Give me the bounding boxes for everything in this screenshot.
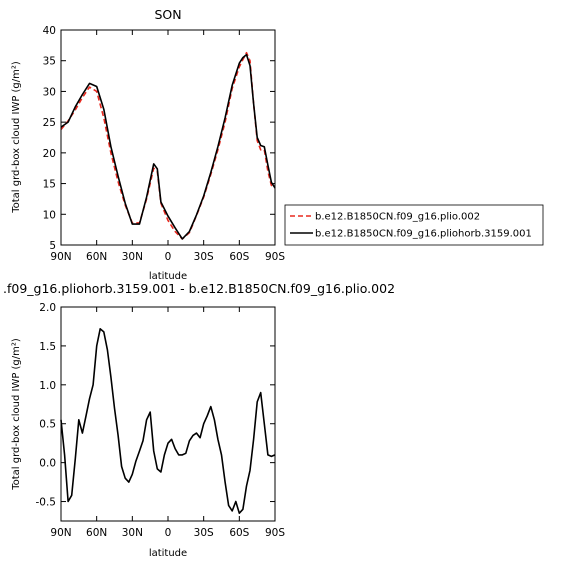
top-y-tick-label: 20 <box>43 148 56 160</box>
bottom-y-tick-label: 1.5 <box>39 341 56 353</box>
top-x-tick-label: 90N <box>50 251 71 263</box>
bottom-y-axis-label: Total grd-box cloud IWP (g/m²) <box>11 338 22 491</box>
top-series-line-1 <box>60 51 276 240</box>
top-x-tick-label: 60S <box>229 251 249 263</box>
bottom-x-tick-label: 90N <box>50 527 71 539</box>
top-y-tick-label: 15 <box>43 179 56 191</box>
top-series-line-2 <box>60 53 276 240</box>
top-plot-frame <box>60 29 276 246</box>
bottom-y-tick-label: 2.0 <box>39 302 56 314</box>
top-chart-title: SON <box>154 7 181 22</box>
bottom-series-line-1 <box>60 327 276 515</box>
top-y-tick-label: 25 <box>43 117 56 129</box>
bottom-x-axis-label: latitude <box>149 548 187 559</box>
legend-frame <box>284 204 544 246</box>
bottom-x-tick-label: 30N <box>122 527 143 539</box>
bottom-y-tick-label: 0.0 <box>39 458 56 470</box>
bottom-plot-frame <box>60 306 276 522</box>
top-x-tick-label: 90S <box>265 251 285 263</box>
top-x-tick-label: 0 <box>165 251 172 263</box>
top-y-axis-label: Total grd-box cloud IWP (g/m²) <box>11 61 22 214</box>
bottom-y-tick-label: -0.5 <box>36 497 57 509</box>
legend-label-plio: b.e12.B1850CN.f09_g16.plio.002 <box>315 212 480 223</box>
top-x-tick-label: 30N <box>122 251 143 263</box>
bottom-x-tick-label: 60S <box>229 527 249 539</box>
bottom-y-tick-label: 1.0 <box>39 380 56 392</box>
top-x-tick-label: 30S <box>194 251 214 263</box>
bottom-x-tick-label: 30S <box>194 527 214 539</box>
bottom-chart-title: .f09_g16.pliohorb.3159.001 - b.e12.B1850… <box>3 281 395 296</box>
bottom-x-tick-label: 0 <box>165 527 172 539</box>
bottom-x-tick-label: 60N <box>86 527 107 539</box>
top-chart-panel: SON 90N 60N 30N 0 30S 60S 90S 5 10 15 20 25 30 35 40 l… <box>11 7 285 282</box>
top-y-tick-label: 30 <box>43 86 56 98</box>
legend-label-pliohorb: b.e12.B1850CN.f09_g16.pliohorb.3159.001 <box>315 229 532 240</box>
legend: b.e12.B1850CN.f09_g16.plio.002 b.e12.B18… <box>284 204 544 246</box>
top-y-tick-label: 35 <box>43 56 56 68</box>
bottom-y-tick-label: 0.5 <box>39 419 56 431</box>
bottom-chart-panel: .f09_g16.pliohorb.3159.001 - b.e12.B1850… <box>3 281 395 559</box>
top-y-tick-label: 10 <box>43 209 56 221</box>
top-y-tick-label: 40 <box>43 25 56 37</box>
top-x-axis-label: latitude <box>149 271 187 282</box>
bottom-x-tick-label: 90S <box>265 527 285 539</box>
top-y-tick-label: 5 <box>49 240 56 252</box>
top-x-tick-label: 60N <box>86 251 107 263</box>
